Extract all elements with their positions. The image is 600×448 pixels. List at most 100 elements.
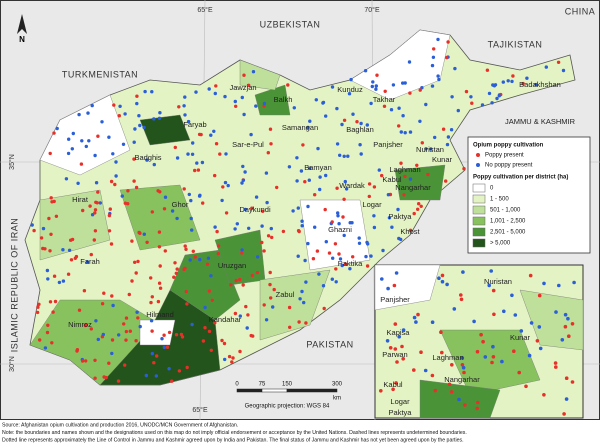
poppy-dot [563, 312, 568, 317]
poppy-dot [480, 103, 485, 107]
poppy-dot [156, 299, 161, 304]
province-label: Logar [362, 200, 382, 209]
poppy-dot [124, 329, 129, 334]
poppy-dot [292, 106, 296, 110]
poppy-dot [200, 160, 205, 165]
poppy-dot [347, 92, 352, 96]
poppy-dot [490, 360, 494, 365]
north-arrow: N [17, 14, 27, 44]
poppy-dot [379, 389, 383, 393]
poppy-dot [342, 154, 346, 158]
poppy-dot [441, 127, 446, 131]
scale-label: 0 [235, 382, 239, 388]
poppy-dot [121, 142, 126, 146]
poppy-dot [308, 166, 312, 170]
poppy-dot [213, 321, 217, 325]
legend-swatch [472, 205, 486, 215]
poppy-dot [369, 254, 373, 258]
poppy-dot [61, 279, 66, 283]
district-area [394, 164, 446, 201]
legend: Opium poppy cultivation Poppy present No p… [467, 136, 591, 254]
inset-label: Kabul [383, 380, 403, 389]
poppy-dot [340, 263, 344, 268]
poppy-dot [185, 365, 189, 370]
poppy-dot [433, 388, 438, 393]
poppy-dot [487, 283, 492, 288]
poppy-dot [318, 175, 322, 179]
poppy-dot [303, 258, 307, 263]
coordinate-label: 35°N [8, 154, 16, 170]
poppy-dot [160, 337, 164, 341]
poppy-dot [446, 40, 450, 44]
poppy-dot [191, 141, 195, 145]
poppy-dot [226, 183, 230, 188]
poppy-dot [321, 100, 326, 105]
poppy-dot [491, 83, 495, 87]
poppy-dot [233, 227, 237, 231]
poppy-dot [557, 283, 561, 288]
poppy-dot [544, 65, 548, 69]
poppy-dot [385, 339, 390, 343]
poppy-dot [163, 249, 167, 253]
poppy-dot [300, 289, 304, 294]
poppy-dot [158, 286, 163, 290]
poppy-dot [43, 346, 48, 350]
poppy-dot [52, 131, 56, 135]
poppy-dot [190, 322, 194, 327]
poppy-dot [333, 242, 338, 246]
province-label: Samangan [282, 123, 318, 132]
poppy-dot [297, 229, 301, 234]
poppy-dot [556, 60, 561, 64]
poppy-dot [116, 379, 121, 383]
coordinate-label: 30°N [8, 356, 16, 372]
poppy-dot [50, 200, 54, 204]
poppy-dot [322, 306, 326, 311]
poppy-dot [424, 147, 428, 151]
poppy-dot [142, 232, 146, 236]
poppy-dot [266, 151, 270, 155]
poppy-dot [291, 209, 295, 213]
poppy-dot [372, 214, 376, 218]
country-label: ISLAMIC REPUBLIC OF IRAN [9, 218, 19, 353]
poppy-dot [501, 80, 505, 84]
legend-label: 501 - 1,000 [490, 208, 521, 214]
poppy-dot [233, 311, 238, 316]
poppy-dot [524, 384, 528, 389]
poppy-dot [109, 179, 114, 184]
poppy-dot [307, 178, 311, 182]
poppy-dot [229, 283, 233, 287]
poppy-dot [449, 390, 454, 394]
poppy-dot [260, 224, 264, 228]
district-area [39, 94, 131, 176]
province-label: Balkh [274, 95, 293, 104]
poppy-dot [562, 412, 566, 416]
poppy-dot [128, 329, 132, 333]
poppy-dot [41, 226, 46, 231]
poppy-dot [487, 91, 492, 96]
poppy-dot [118, 104, 122, 109]
poppy-dot [453, 66, 457, 71]
poppy-dot [50, 341, 54, 345]
poppy-dot [430, 84, 435, 88]
inset: Panjsher Nuristan Kapisa Kunar Parwan Laghman… [374, 264, 584, 419]
poppy-dot [414, 320, 418, 324]
poppy-dot [132, 179, 136, 183]
poppy-dot [177, 369, 182, 373]
poppy-dot [216, 252, 220, 256]
poppy-dot [67, 137, 71, 141]
poppy-dot [114, 160, 118, 164]
poppy-dot [32, 228, 36, 233]
poppy-dot [528, 273, 533, 278]
poppy-dot [260, 240, 264, 245]
legend-swatch [472, 216, 486, 226]
poppy-dot [30, 223, 34, 227]
poppy-dot [112, 103, 116, 107]
poppy-dot [264, 171, 269, 175]
scale-segment [286, 388, 338, 393]
poppy-dot [213, 173, 217, 178]
poppy-dot [254, 104, 258, 108]
footer-line: Note: the boundaries and names shown and… [2, 430, 467, 436]
poppy-dot [281, 229, 286, 234]
